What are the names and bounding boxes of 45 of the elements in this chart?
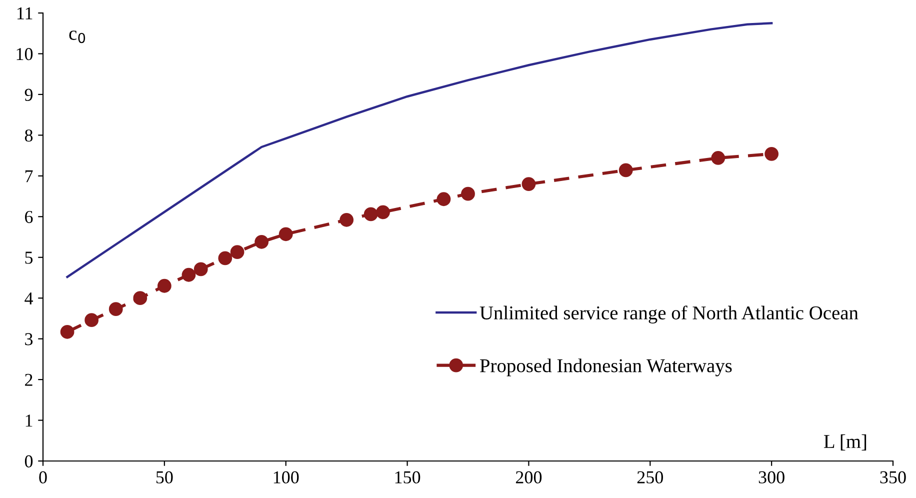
point bbox=[340, 212, 354, 227]
point bbox=[618, 163, 633, 178]
y-tick-label: 0 bbox=[24, 455, 33, 468]
point bbox=[108, 302, 123, 316]
point bbox=[194, 262, 208, 276]
legend-label: Proposed Indonesian Waterways bbox=[480, 358, 732, 376]
point bbox=[84, 313, 99, 328]
x-tick-label: 350 bbox=[880, 471, 906, 484]
point bbox=[254, 234, 269, 249]
x-axis-title: L [m] bbox=[824, 434, 866, 450]
y-axis-title: c$_{0}$ bbox=[69, 30, 86, 44]
point bbox=[278, 227, 293, 242]
point bbox=[157, 278, 172, 293]
y-tick-label: 7 bbox=[25, 170, 33, 182]
point bbox=[461, 186, 475, 201]
line-series bbox=[66, 22, 773, 278]
y-tick-label: 8 bbox=[24, 129, 33, 142]
point bbox=[764, 146, 779, 161]
y-tick-label: 4 bbox=[24, 292, 33, 304]
point bbox=[436, 192, 451, 206]
y-tick-label: 6 bbox=[25, 210, 33, 224]
y-tick-label: 3 bbox=[25, 333, 33, 346]
point bbox=[230, 245, 244, 260]
y-tick-label: 11 bbox=[17, 7, 32, 20]
legend-label: Unlimited service range of North Atlantic Ocean bbox=[480, 306, 858, 324]
point bbox=[133, 291, 148, 306]
x-tick-label: 150 bbox=[395, 471, 420, 484]
x-tick-label: 200 bbox=[516, 471, 542, 484]
y-tick-label: 1 bbox=[26, 414, 32, 427]
x-tick-label: 250 bbox=[637, 471, 663, 484]
point bbox=[218, 251, 232, 266]
point bbox=[522, 177, 536, 191]
y-tick-label: 10 bbox=[16, 48, 33, 60]
x-tick-label: 100 bbox=[274, 471, 299, 484]
x-tick-label: 0 bbox=[39, 471, 47, 484]
point bbox=[364, 207, 378, 222]
y-tick-label: 9 bbox=[24, 88, 33, 101]
y-tick-label: 5 bbox=[25, 252, 33, 264]
point bbox=[711, 151, 726, 165]
x-tick-label: 50 bbox=[156, 471, 173, 484]
y-tick-label: 2 bbox=[25, 374, 32, 386]
x-tick-label: 300 bbox=[758, 471, 784, 484]
point bbox=[60, 324, 74, 339]
point bbox=[376, 205, 390, 220]
point bbox=[182, 268, 196, 282]
